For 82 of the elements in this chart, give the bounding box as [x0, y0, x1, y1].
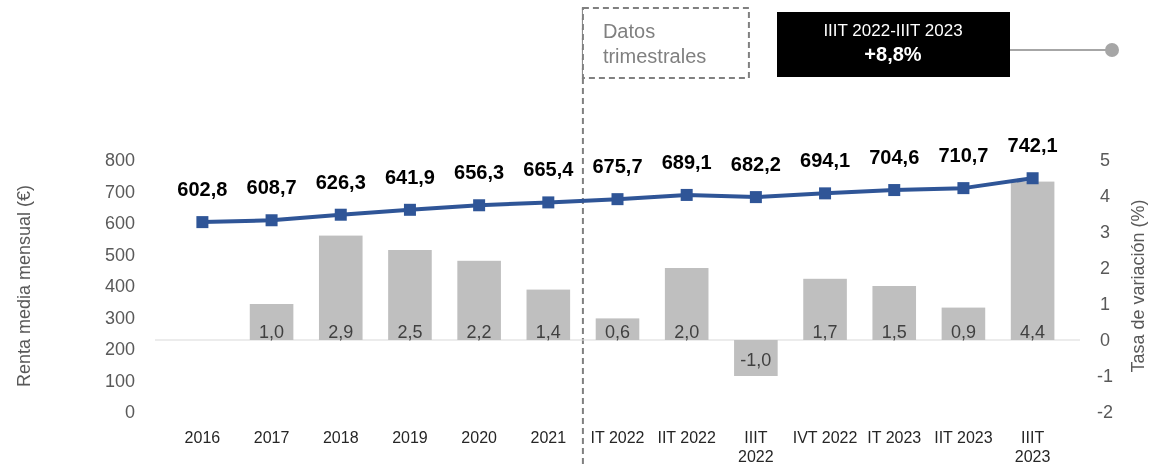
point — [819, 187, 832, 200]
data-label: 641,9 — [384, 165, 435, 188]
point — [473, 199, 486, 212]
data-label: 656,3 — [454, 161, 505, 184]
point — [265, 214, 278, 227]
data-label: 694,1 — [800, 149, 851, 172]
x-tick-label: IIT 2023 — [934, 429, 993, 446]
bar — [526, 289, 571, 340]
data-label: 2,2 — [466, 322, 492, 342]
x-tick-label: 2018 — [322, 429, 359, 446]
point — [888, 184, 901, 197]
data-label: 710,7 — [938, 144, 989, 167]
point — [611, 193, 624, 206]
y2-tick-label: -2 — [1096, 402, 1114, 423]
x-tick-label: 2017 — [253, 429, 290, 446]
data-label: 602,8 — [177, 178, 228, 201]
point — [542, 196, 555, 209]
data-label: 1,7 — [812, 322, 838, 342]
point — [749, 191, 762, 204]
y2-tick-label: 1 — [1099, 294, 1111, 315]
y2-tick-label: 0 — [1099, 330, 1111, 351]
data-label: 626,3 — [315, 170, 366, 193]
x-tick-label: 2021 — [530, 429, 567, 446]
point — [957, 182, 970, 195]
bar — [388, 250, 432, 340]
point — [680, 188, 693, 201]
bar — [318, 235, 363, 340]
x-tick-label: IVT 2022 — [792, 429, 858, 446]
bar — [734, 340, 778, 376]
data-label: 1,4 — [535, 322, 561, 342]
y-axis-title: Renta media mensual (€) — [14, 184, 35, 388]
y-tick-label: 400 — [104, 276, 135, 297]
text: IIIT 2022-IIIT 2023 — [823, 21, 963, 40]
y-tick-label: 800 — [104, 150, 135, 171]
x-tick-label: IT 2023 — [867, 429, 922, 446]
bar — [664, 268, 709, 340]
bar — [457, 260, 501, 340]
text: +8,8% — [864, 43, 922, 65]
data-label: 704,6 — [869, 146, 920, 169]
data-label: 0,6 — [604, 322, 631, 342]
data-label: 608,7 — [246, 176, 297, 199]
y-tick-label: 600 — [104, 213, 135, 234]
data-label: -1,0 — [740, 350, 772, 370]
y-tick-label: 500 — [104, 244, 135, 265]
point — [1026, 172, 1039, 185]
x-tick-label: 2016 — [184, 429, 221, 446]
y2-tick-label: 4 — [1099, 186, 1111, 207]
data-label: 2,5 — [397, 322, 423, 342]
y2-axis-title: Tasa de variación (%) — [1128, 199, 1149, 373]
data-label: 4,4 — [1020, 322, 1046, 342]
x-tick-label: IIIT 2023 — [1014, 429, 1051, 465]
x-tick-label: IIT 2022 — [657, 429, 716, 446]
y-tick-label: 200 — [104, 339, 135, 360]
x-tick-label: IT 2022 — [590, 429, 645, 446]
y-tick-label: 700 — [104, 181, 135, 202]
ref-line-label: Datos trimestrales — [602, 20, 707, 67]
data-label: 689,1 — [661, 150, 712, 173]
data-label: 682,2 — [730, 153, 781, 176]
data-label: 2,9 — [328, 322, 354, 342]
data-label: 675,7 — [592, 155, 643, 178]
bar — [803, 278, 847, 340]
x-tick-label: 2019 — [392, 429, 428, 446]
y2-tick-label: 5 — [1099, 150, 1111, 171]
y2-tick-label: 2 — [1099, 258, 1111, 279]
data-label: 742,1 — [1007, 134, 1058, 157]
y2-tick-label: 3 — [1099, 222, 1111, 243]
data-label: 0,9 — [950, 322, 976, 342]
bar — [1010, 181, 1055, 340]
y-tick-label: 300 — [104, 307, 135, 328]
data-label: 1,0 — [259, 322, 285, 342]
point — [196, 216, 209, 229]
x-tick-label: 2020 — [461, 429, 498, 446]
data-label: 2,0 — [674, 322, 700, 342]
point — [403, 203, 416, 216]
x-tick-label: IIIT 2022 — [738, 429, 774, 465]
y-tick-label: 0 — [124, 402, 135, 423]
point — [334, 208, 347, 221]
data-label: 1,5 — [881, 322, 907, 342]
y2-tick-label: -1 — [1096, 366, 1114, 387]
bar — [872, 286, 917, 340]
y-tick-label: 100 — [104, 370, 135, 391]
data-label: 665,4 — [523, 158, 575, 181]
